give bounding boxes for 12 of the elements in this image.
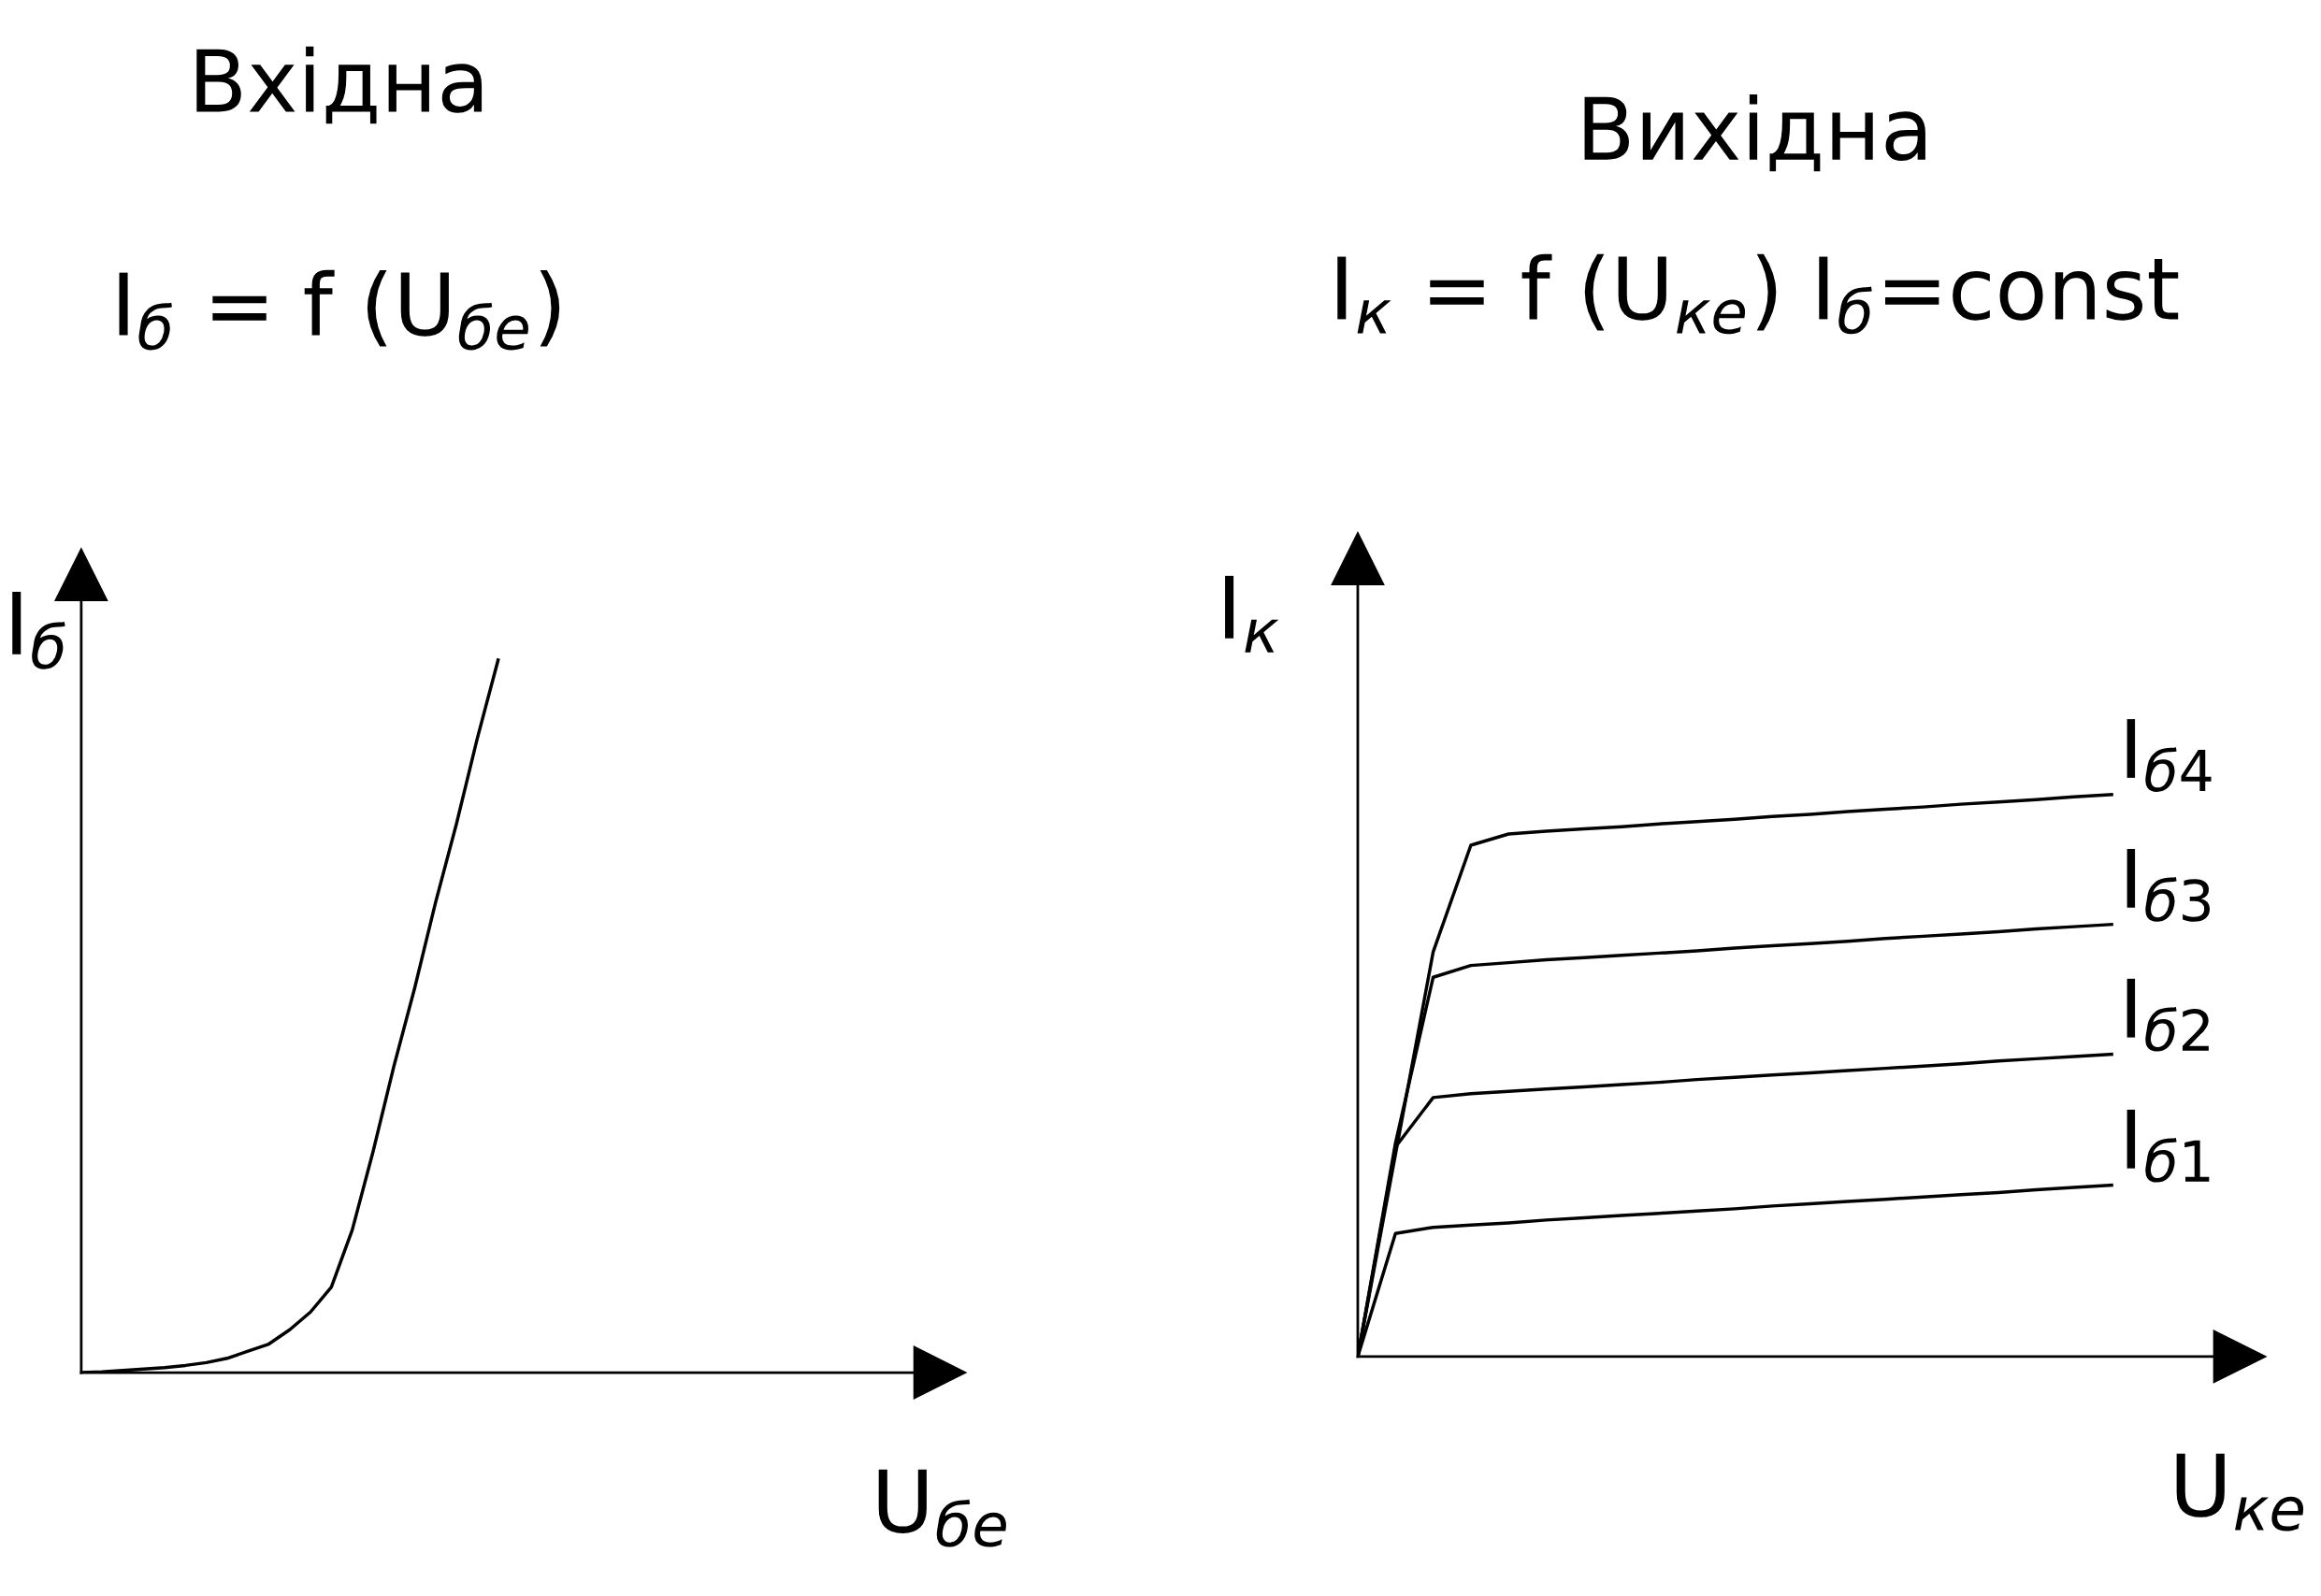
x-axis-title: U$_{бе}$	[878, 1469, 1006, 1547]
y-axis-title: I$_{к}$	[1225, 575, 1279, 653]
x-axis-title: U$_{ке}$	[2176, 1453, 2304, 1531]
series-label: I$_{б3}$	[2126, 848, 2211, 922]
chart-title: Вихідна	[1584, 94, 1925, 172]
series-label: I$_{б4}$	[2126, 719, 2212, 792]
series-label: I$_{б2}$	[2126, 978, 2209, 1052]
chart-subtitle: I$_{б}$ = f (U$_{бе}$)	[119, 269, 560, 351]
y-axis-title: I$_{б}$	[12, 591, 65, 669]
series-label: I$_{б1}$	[2126, 1109, 2210, 1183]
chart-title: Вхідна	[196, 46, 483, 124]
chart-subtitle: I$_{к}$ = f (U$_{ке}$) I$_{б}$=const	[1337, 253, 2179, 335]
